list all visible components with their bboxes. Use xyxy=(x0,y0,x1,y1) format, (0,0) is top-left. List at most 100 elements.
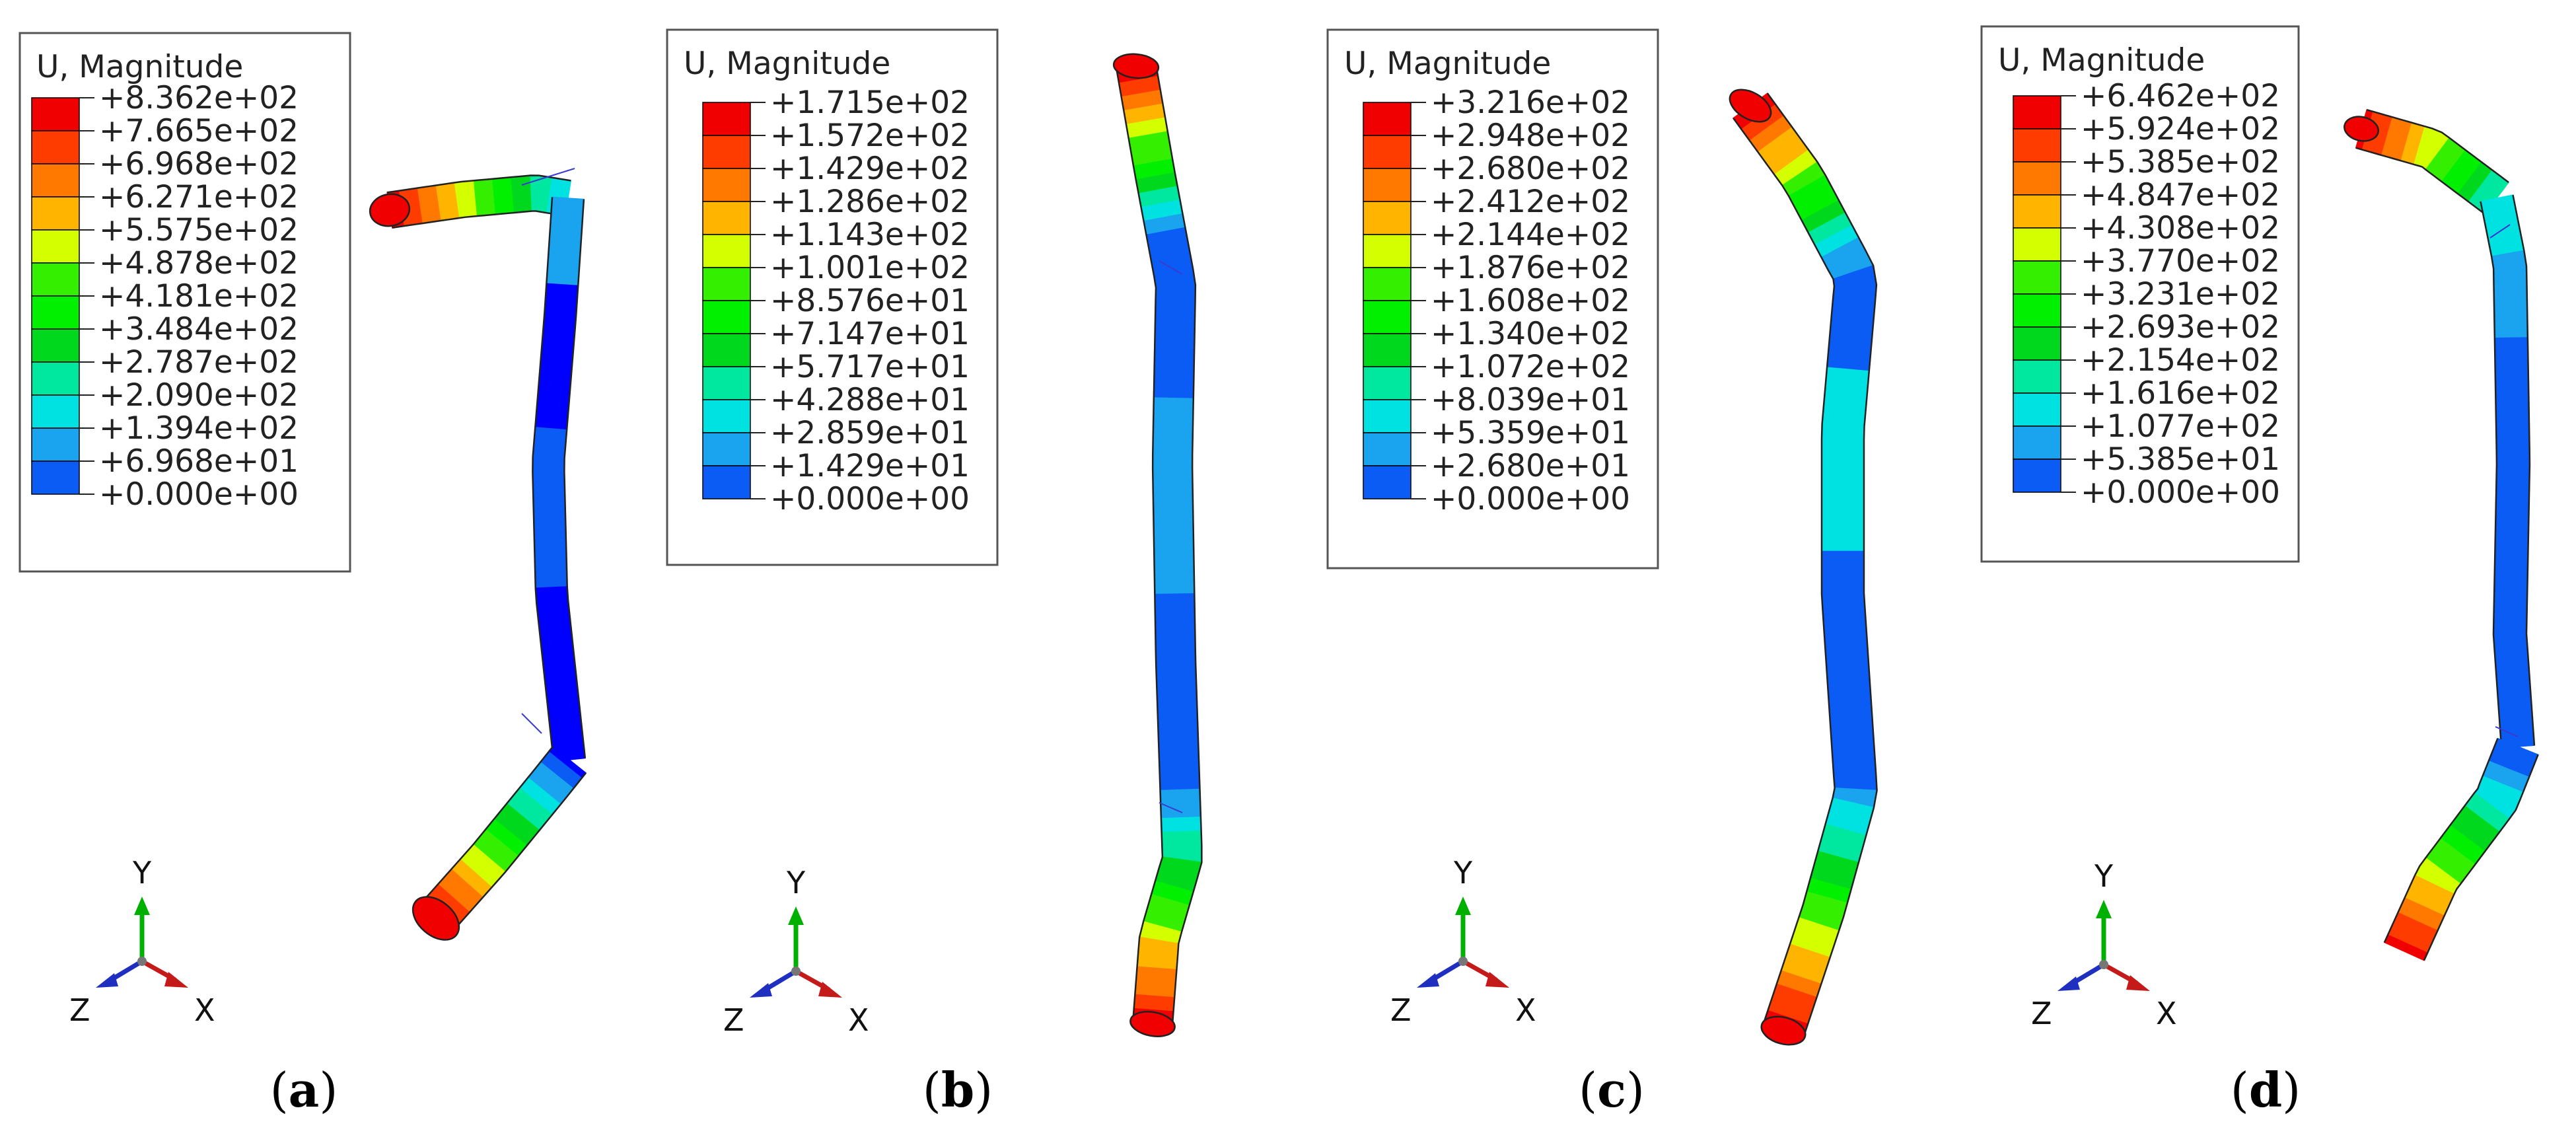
legend-value: +0.000e+00 xyxy=(770,481,970,517)
legend-value: +2.859e+01 xyxy=(770,415,970,451)
legend-color-cell xyxy=(2013,194,2061,229)
contour-band xyxy=(1153,369,1195,385)
strip-edge xyxy=(563,199,587,758)
contour-band xyxy=(1152,481,1194,497)
contour-band xyxy=(532,471,565,488)
strip-body xyxy=(1733,92,1878,1039)
contour-band xyxy=(1821,565,1865,580)
legend-title: U, Magnitude xyxy=(684,46,890,82)
contour-band xyxy=(2493,322,2528,339)
caption-paren-open: ( xyxy=(923,1062,941,1118)
strip-end-cap xyxy=(1760,1015,1807,1046)
legend-value: +5.575e+02 xyxy=(99,212,299,248)
contour-band xyxy=(1159,760,1200,778)
contour-band xyxy=(2495,407,2530,423)
contour-band xyxy=(2495,478,2530,494)
caption-paren-open: ( xyxy=(1579,1062,1597,1118)
z-axis-label: Z xyxy=(2031,996,2052,1031)
strip-edge xyxy=(1766,92,1878,1038)
legend-value: +6.271e+02 xyxy=(99,179,299,215)
legend-value: +3.484e+02 xyxy=(99,311,299,348)
legend-value: +1.876e+02 xyxy=(1431,250,1630,286)
strip-edge xyxy=(2480,201,2503,748)
contour-band xyxy=(545,283,579,301)
legend-color-cell xyxy=(31,229,80,264)
legend-color-cell xyxy=(2013,161,2061,196)
boundary-marker xyxy=(2489,224,2511,239)
contour-band xyxy=(2495,435,2530,452)
contour-band xyxy=(1155,635,1196,651)
deformed-strip-b xyxy=(1112,53,1203,1037)
contour-band xyxy=(532,456,565,473)
panel-caption: (a) xyxy=(270,1062,338,1118)
legend-color-cell xyxy=(702,267,751,301)
legend-color-cell xyxy=(31,196,80,231)
strip-end-cap xyxy=(2343,116,2379,142)
z-arrowhead xyxy=(96,973,118,988)
contour-band xyxy=(1155,313,1196,330)
contour-band xyxy=(1154,607,1196,623)
legend-color-cell xyxy=(1363,432,1412,466)
legend-color-cell xyxy=(1363,102,1412,136)
contour-band xyxy=(532,499,566,517)
caption-paren-close: ) xyxy=(2282,1062,2301,1118)
y-axis-label: Y xyxy=(2094,858,2114,894)
contour-band xyxy=(546,254,581,272)
legend-value: +1.001e+02 xyxy=(770,250,970,286)
deformed-strip-a xyxy=(369,168,587,941)
legend-value: +5.385e+01 xyxy=(2081,441,2280,478)
boundary-marker xyxy=(521,168,575,186)
strip-edge xyxy=(450,772,587,934)
triad-origin xyxy=(1458,957,1468,966)
legend-value: +0.000e+00 xyxy=(2081,474,2280,511)
contour-band xyxy=(1152,425,1194,441)
contour-band xyxy=(1821,423,1865,440)
x-axis-label: X xyxy=(1515,992,1536,1028)
triad-origin xyxy=(2099,960,2108,969)
y-arrowhead xyxy=(1455,897,1471,915)
legend-value: +6.462e+02 xyxy=(2081,78,2280,114)
legend-color-cell xyxy=(702,300,751,334)
contour-band xyxy=(1152,439,1194,455)
strip-edge xyxy=(532,197,555,762)
strip-edge xyxy=(2383,738,2499,943)
y-arrowhead xyxy=(134,897,150,915)
legend-title: U, Magnitude xyxy=(1998,42,2205,79)
x-axis-label: X xyxy=(194,992,215,1028)
legend-color-cell xyxy=(31,262,80,297)
contour-band xyxy=(534,543,567,560)
z-axis-label: Z xyxy=(723,1002,744,1038)
legend-color-cell xyxy=(1363,135,1412,169)
strip-end-cap xyxy=(369,193,411,227)
deformed-strip-d xyxy=(2343,108,2539,961)
contour-band xyxy=(546,268,580,287)
contour-band xyxy=(1153,383,1194,400)
contour-band xyxy=(2494,351,2529,367)
contour-band xyxy=(550,211,584,229)
contour-band xyxy=(532,441,567,459)
contour-band xyxy=(1821,536,1865,552)
legend-value: +3.216e+02 xyxy=(1431,85,1630,121)
legend-value: +7.147e+01 xyxy=(770,316,970,352)
legend-value: +2.680e+02 xyxy=(1431,151,1630,187)
contour-band xyxy=(548,240,582,258)
legend-value: +4.878e+02 xyxy=(99,245,299,281)
legend-value: +5.385e+02 xyxy=(2081,144,2280,180)
contour-band xyxy=(1153,495,1194,511)
y-arrowhead xyxy=(788,906,804,925)
boundary-marker xyxy=(521,713,542,734)
legend-color-cell xyxy=(2013,459,2061,493)
strip-lower-arm xyxy=(419,745,587,934)
z-arrowhead xyxy=(1417,973,1439,988)
contour-band xyxy=(1156,677,1198,694)
x-arrowhead xyxy=(1485,972,1509,988)
contour-band xyxy=(2493,591,2528,607)
legend-value: +8.362e+02 xyxy=(99,80,299,116)
strip-edge xyxy=(386,174,571,194)
strip-edge xyxy=(2512,194,2536,746)
legend-color-cell xyxy=(1363,300,1412,334)
legend-color-cell xyxy=(2013,293,2061,328)
strip-vertical xyxy=(2480,194,2536,749)
contour-band xyxy=(1153,397,1194,414)
boundary-marker xyxy=(1159,802,1183,813)
